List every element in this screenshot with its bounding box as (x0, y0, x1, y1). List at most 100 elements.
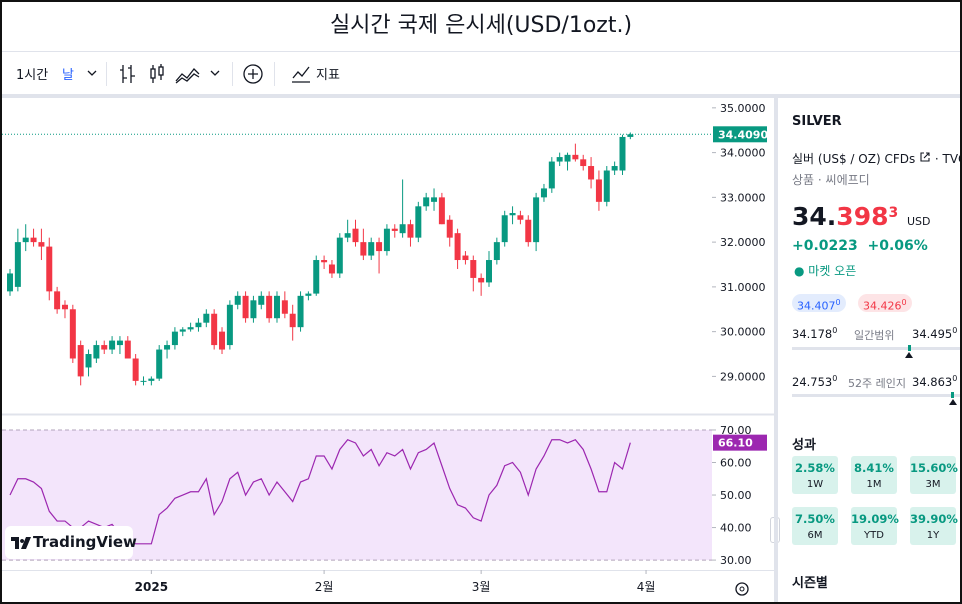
year-low: 24.7530 (792, 374, 837, 389)
candle-body (38, 242, 45, 247)
candle-body (556, 157, 563, 162)
performance-period: 1Y (926, 530, 940, 541)
candle-body (580, 159, 587, 167)
candle-body (360, 242, 367, 256)
candle-body (266, 295, 273, 319)
y-tick-label: 29.0000 (720, 370, 766, 383)
ask-sup: 0 (901, 298, 907, 307)
gear (735, 582, 749, 596)
candle-body (493, 242, 500, 261)
candle-body (273, 295, 280, 319)
y-tick-label: 30.0000 (720, 326, 766, 339)
candle-body (603, 170, 610, 202)
performance-tile[interactable]: 7.50% 6M (792, 507, 838, 545)
sup: 0 (952, 326, 958, 335)
candle-body (423, 197, 430, 207)
candle-body (619, 136, 626, 171)
indicator-icon[interactable] (290, 63, 312, 85)
candle-body (234, 295, 241, 305)
year-range-bar (792, 392, 960, 405)
bid: 34.4070 (792, 294, 846, 313)
logo[interactable]: TradingView (5, 526, 137, 559)
candle-body (22, 237, 29, 243)
candle-body (540, 188, 547, 198)
price-changed: 398 (836, 202, 889, 231)
performance-title: 성과 (792, 438, 816, 453)
y-tick-label: 31.0000 (720, 281, 766, 294)
category: 상품 · 씨에프디 (792, 173, 870, 187)
performance-tile[interactable]: 15.60% 3M (910, 456, 958, 494)
v: 24.753 (792, 374, 833, 389)
x-tick-label: 2025 (135, 580, 168, 594)
y-tick-label: 34.0000 (720, 147, 766, 160)
performance-value: 7.50% (795, 512, 835, 526)
candle-body (7, 273, 14, 292)
period-button[interactable]: 날 (62, 68, 74, 83)
candle-body (179, 329, 186, 332)
candle-body (407, 224, 414, 238)
candle-body (564, 154, 571, 162)
bid-sup: 0 (835, 298, 841, 307)
candle-body (368, 242, 375, 256)
y-tick-label: 30.00 (720, 554, 752, 567)
candle-body (148, 378, 155, 381)
day-label: 일간범위 (854, 329, 895, 342)
x-tick-label: 2월 (315, 580, 334, 594)
candle-body (627, 134, 634, 137)
candle-body (376, 242, 383, 252)
ask-main: 34.426 (863, 299, 902, 313)
candle-body (14, 242, 21, 287)
indicators-button[interactable]: 지표 (316, 68, 340, 83)
candle-body (226, 304, 233, 346)
performance-value: 2.58% (795, 461, 835, 475)
symbol-name: 실버 (US$ / OZ) CFDs · TVC (792, 150, 960, 167)
performance-tile[interactable]: 2.58% 1W (792, 456, 838, 494)
candle-body (336, 237, 343, 274)
candle-body (572, 154, 579, 160)
candle-body (242, 295, 249, 319)
page-title: 실시간 국제 은시세(USD/1ozt.) (2, 2, 960, 52)
logo-text: TradingView (33, 533, 137, 551)
year-label: 52주 레인지 (848, 377, 906, 390)
candle-body (446, 219, 453, 238)
candle-body (281, 300, 288, 314)
candle-body (470, 260, 477, 278)
price: 34.3983 USD (792, 202, 930, 231)
change-abs: +0.0223 (792, 238, 858, 254)
performance-period: 1M (866, 479, 882, 490)
performance-tile[interactable]: 8.41% 1M (851, 456, 897, 494)
add-icon[interactable] (242, 63, 264, 85)
candle-body (219, 331, 226, 350)
symbol: SILVER (792, 114, 842, 129)
candle-body (109, 340, 116, 350)
candle-body (171, 331, 178, 346)
candle-body (61, 304, 68, 310)
y-tick-label: 32.0000 (720, 236, 766, 249)
performance-period: 1W (806, 479, 824, 490)
change-pct: +0.06% (867, 238, 928, 254)
candle-body (588, 166, 595, 180)
price-main: 34. (792, 202, 837, 231)
candle-body (85, 354, 92, 368)
performance-value: 15.60% (910, 461, 958, 475)
x-tick-label: 3월 (472, 580, 491, 594)
chart-style-icons[interactable] (118, 62, 228, 86)
candle-body (313, 260, 320, 294)
v: 34.178 (792, 326, 833, 341)
candle-body (415, 206, 422, 238)
rsi-line (9, 438, 631, 545)
candle-body (321, 260, 328, 263)
performance-tile[interactable]: 19.09% YTD (851, 507, 899, 545)
candle-body (124, 340, 131, 359)
candle-body (305, 293, 312, 296)
status: ● 마켓 오픈 (794, 264, 857, 278)
chevron[interactable] (86, 68, 98, 78)
ask: 34.4260 (858, 294, 912, 313)
performance-tile[interactable]: 39.90% 1Y (910, 507, 958, 545)
candle-body (344, 233, 351, 238)
candle-body (438, 197, 445, 225)
settings-icon[interactable] (735, 582, 749, 596)
interval-button[interactable]: 1시간 (16, 68, 49, 83)
candle-body (501, 215, 508, 243)
